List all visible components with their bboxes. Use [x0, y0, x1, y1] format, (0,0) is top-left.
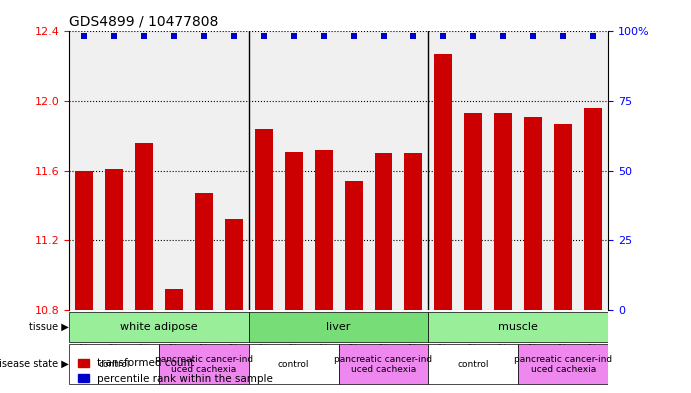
Point	[108, 33, 120, 39]
Point	[228, 33, 239, 39]
Text: control: control	[457, 360, 489, 369]
FancyBboxPatch shape	[249, 312, 428, 342]
Bar	[75, 171, 93, 310]
Bar	[285, 152, 303, 310]
Point	[438, 33, 449, 39]
FancyBboxPatch shape	[428, 312, 608, 342]
Point	[288, 33, 299, 39]
Bar	[435, 54, 453, 310]
Point	[378, 33, 389, 39]
Text: control: control	[98, 360, 130, 369]
Bar	[165, 289, 183, 310]
Point	[258, 33, 269, 39]
Point	[348, 33, 359, 39]
FancyBboxPatch shape	[518, 344, 608, 384]
FancyBboxPatch shape	[69, 344, 159, 384]
Bar	[105, 169, 123, 310]
Bar	[464, 113, 482, 310]
Point	[468, 33, 479, 39]
Text: GDS4899 / 10477808: GDS4899 / 10477808	[69, 15, 218, 29]
Text: white adipose: white adipose	[120, 321, 198, 332]
FancyBboxPatch shape	[339, 344, 428, 384]
Point	[528, 33, 539, 39]
Point	[318, 33, 329, 39]
FancyBboxPatch shape	[428, 344, 518, 384]
Bar	[195, 193, 213, 310]
Bar	[494, 113, 512, 310]
Text: pancreatic cancer-ind
uced cachexia: pancreatic cancer-ind uced cachexia	[155, 354, 253, 374]
Bar	[404, 153, 422, 310]
Point	[408, 33, 419, 39]
Point	[587, 33, 598, 39]
Text: control: control	[278, 360, 310, 369]
Text: tissue ▶: tissue ▶	[29, 321, 69, 332]
Bar	[554, 124, 572, 310]
Bar	[584, 108, 602, 310]
Point	[198, 33, 209, 39]
Point	[79, 33, 90, 39]
Bar	[225, 219, 243, 310]
FancyBboxPatch shape	[249, 344, 339, 384]
Bar	[135, 143, 153, 310]
Legend: transformed count, percentile rank within the sample: transformed count, percentile rank withi…	[75, 354, 277, 388]
FancyBboxPatch shape	[69, 312, 249, 342]
Text: muscle: muscle	[498, 321, 538, 332]
Point	[558, 33, 569, 39]
Bar	[255, 129, 273, 310]
Text: disease state ▶: disease state ▶	[0, 359, 69, 369]
Bar	[375, 153, 392, 310]
Text: pancreatic cancer-ind
uced cachexia: pancreatic cancer-ind uced cachexia	[514, 354, 612, 374]
FancyBboxPatch shape	[159, 344, 249, 384]
Point	[169, 33, 180, 39]
Bar	[524, 117, 542, 310]
Point	[498, 33, 509, 39]
Point	[138, 33, 149, 39]
Text: pancreatic cancer-ind
uced cachexia: pancreatic cancer-ind uced cachexia	[334, 354, 433, 374]
Bar	[314, 150, 332, 310]
Text: liver: liver	[326, 321, 351, 332]
Bar	[345, 181, 363, 310]
